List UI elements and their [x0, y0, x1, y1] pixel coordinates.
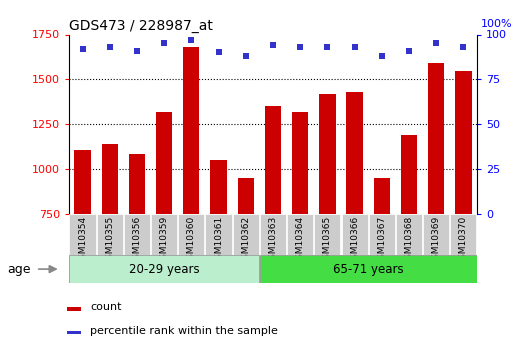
FancyBboxPatch shape [151, 214, 177, 255]
Point [296, 44, 304, 50]
Text: 100%: 100% [481, 19, 513, 29]
FancyBboxPatch shape [206, 214, 232, 255]
Text: GSM10360: GSM10360 [187, 216, 196, 265]
Text: GSM10367: GSM10367 [377, 216, 386, 265]
Text: percentile rank within the sample: percentile rank within the sample [90, 326, 278, 336]
Bar [102, 144, 118, 214]
Text: GSM10363: GSM10363 [269, 216, 277, 265]
Point [377, 53, 386, 59]
Point [187, 37, 196, 43]
Text: GSM10365: GSM10365 [323, 216, 332, 265]
Text: age: age [7, 263, 30, 276]
Bar [74, 150, 91, 214]
Point [405, 48, 413, 53]
Text: GSM10362: GSM10362 [241, 216, 250, 265]
Bar [265, 106, 281, 214]
FancyBboxPatch shape [260, 255, 477, 283]
Text: GSM10356: GSM10356 [132, 216, 142, 265]
Text: GSM10370: GSM10370 [459, 216, 468, 265]
Text: GSM10369: GSM10369 [432, 216, 440, 265]
Bar [156, 112, 172, 214]
FancyBboxPatch shape [450, 214, 476, 255]
Text: GSM10361: GSM10361 [214, 216, 223, 265]
Text: 65-71 years: 65-71 years [333, 263, 404, 276]
Text: 20-29 years: 20-29 years [129, 263, 199, 276]
Point [269, 42, 277, 48]
FancyBboxPatch shape [69, 255, 259, 283]
Bar [210, 160, 227, 214]
Point [78, 46, 87, 52]
Text: count: count [90, 303, 122, 313]
Bar [237, 178, 254, 214]
Text: GDS473 / 228987_at: GDS473 / 228987_at [69, 19, 213, 33]
Text: GSM10366: GSM10366 [350, 216, 359, 265]
Point [132, 48, 141, 53]
Bar [428, 63, 444, 214]
Point [214, 50, 223, 55]
FancyBboxPatch shape [124, 214, 150, 255]
FancyBboxPatch shape [96, 214, 123, 255]
Text: GSM10368: GSM10368 [404, 216, 413, 265]
Point [459, 44, 467, 50]
FancyBboxPatch shape [69, 214, 95, 255]
FancyBboxPatch shape [341, 214, 368, 255]
Point [160, 41, 169, 46]
Text: GSM10355: GSM10355 [105, 216, 114, 265]
Bar [319, 94, 335, 214]
Point [350, 44, 359, 50]
FancyBboxPatch shape [233, 214, 259, 255]
Bar [347, 92, 363, 214]
FancyBboxPatch shape [314, 214, 340, 255]
FancyBboxPatch shape [396, 214, 422, 255]
Text: GSM10364: GSM10364 [296, 216, 305, 265]
Bar [455, 71, 472, 214]
Bar [374, 178, 390, 214]
FancyBboxPatch shape [423, 214, 449, 255]
Bar [129, 154, 145, 214]
FancyBboxPatch shape [369, 214, 395, 255]
Point [105, 44, 114, 50]
Text: GSM10354: GSM10354 [78, 216, 87, 265]
FancyBboxPatch shape [287, 214, 313, 255]
Point [432, 41, 440, 46]
Point [242, 53, 250, 59]
Bar [292, 112, 308, 214]
Point [323, 44, 332, 50]
Bar [67, 331, 81, 334]
Bar [67, 307, 81, 311]
FancyBboxPatch shape [260, 214, 286, 255]
FancyBboxPatch shape [178, 214, 205, 255]
Bar [401, 135, 417, 214]
Bar [183, 47, 199, 214]
Text: GSM10359: GSM10359 [160, 216, 169, 265]
